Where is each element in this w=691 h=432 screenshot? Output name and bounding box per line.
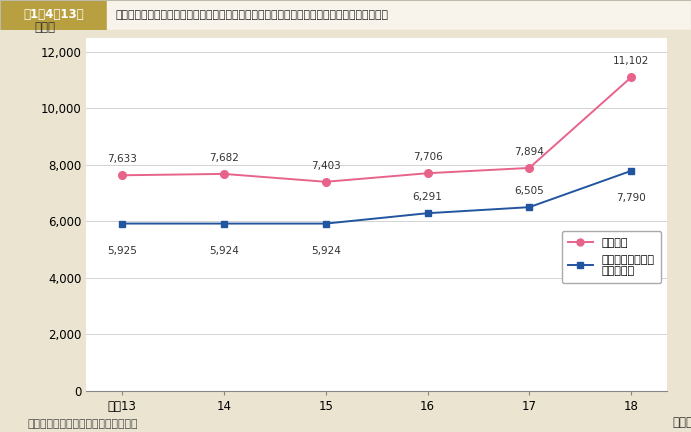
Text: （年度）: （年度） [672,416,691,429]
Text: 5,924: 5,924 [311,246,341,256]
Text: 7,894: 7,894 [514,147,545,157]
Text: 都道府県労働局雇用均等室に寄せられた職場におけるセクシュアル・ハラスメントの相談件数: 都道府県労働局雇用均等室に寄せられた職場におけるセクシュアル・ハラスメントの相談… [115,10,388,20]
Text: （件）: （件） [34,21,55,34]
Text: （備考）　厚生労働省資料より作成。: （備考） 厚生労働省資料より作成。 [28,419,138,429]
Text: 5,924: 5,924 [209,246,239,256]
Text: 7,790: 7,790 [616,193,646,203]
Text: 6,505: 6,505 [515,186,545,196]
Text: 11,102: 11,102 [613,56,650,66]
Text: 7,633: 7,633 [107,154,137,164]
Bar [0,0,107,30]
Text: 7,682: 7,682 [209,153,239,163]
Bar [107,0,691,30]
Legend: 相談件数, 女性労働者等から
の相談件数: 相談件数, 女性労働者等から の相談件数 [562,231,661,283]
Text: 第1－4－13図: 第1－4－13図 [23,9,84,22]
Text: 7,403: 7,403 [311,161,341,171]
Text: 5,925: 5,925 [107,246,137,256]
Text: 6,291: 6,291 [413,192,442,202]
Text: 7,706: 7,706 [413,152,442,162]
